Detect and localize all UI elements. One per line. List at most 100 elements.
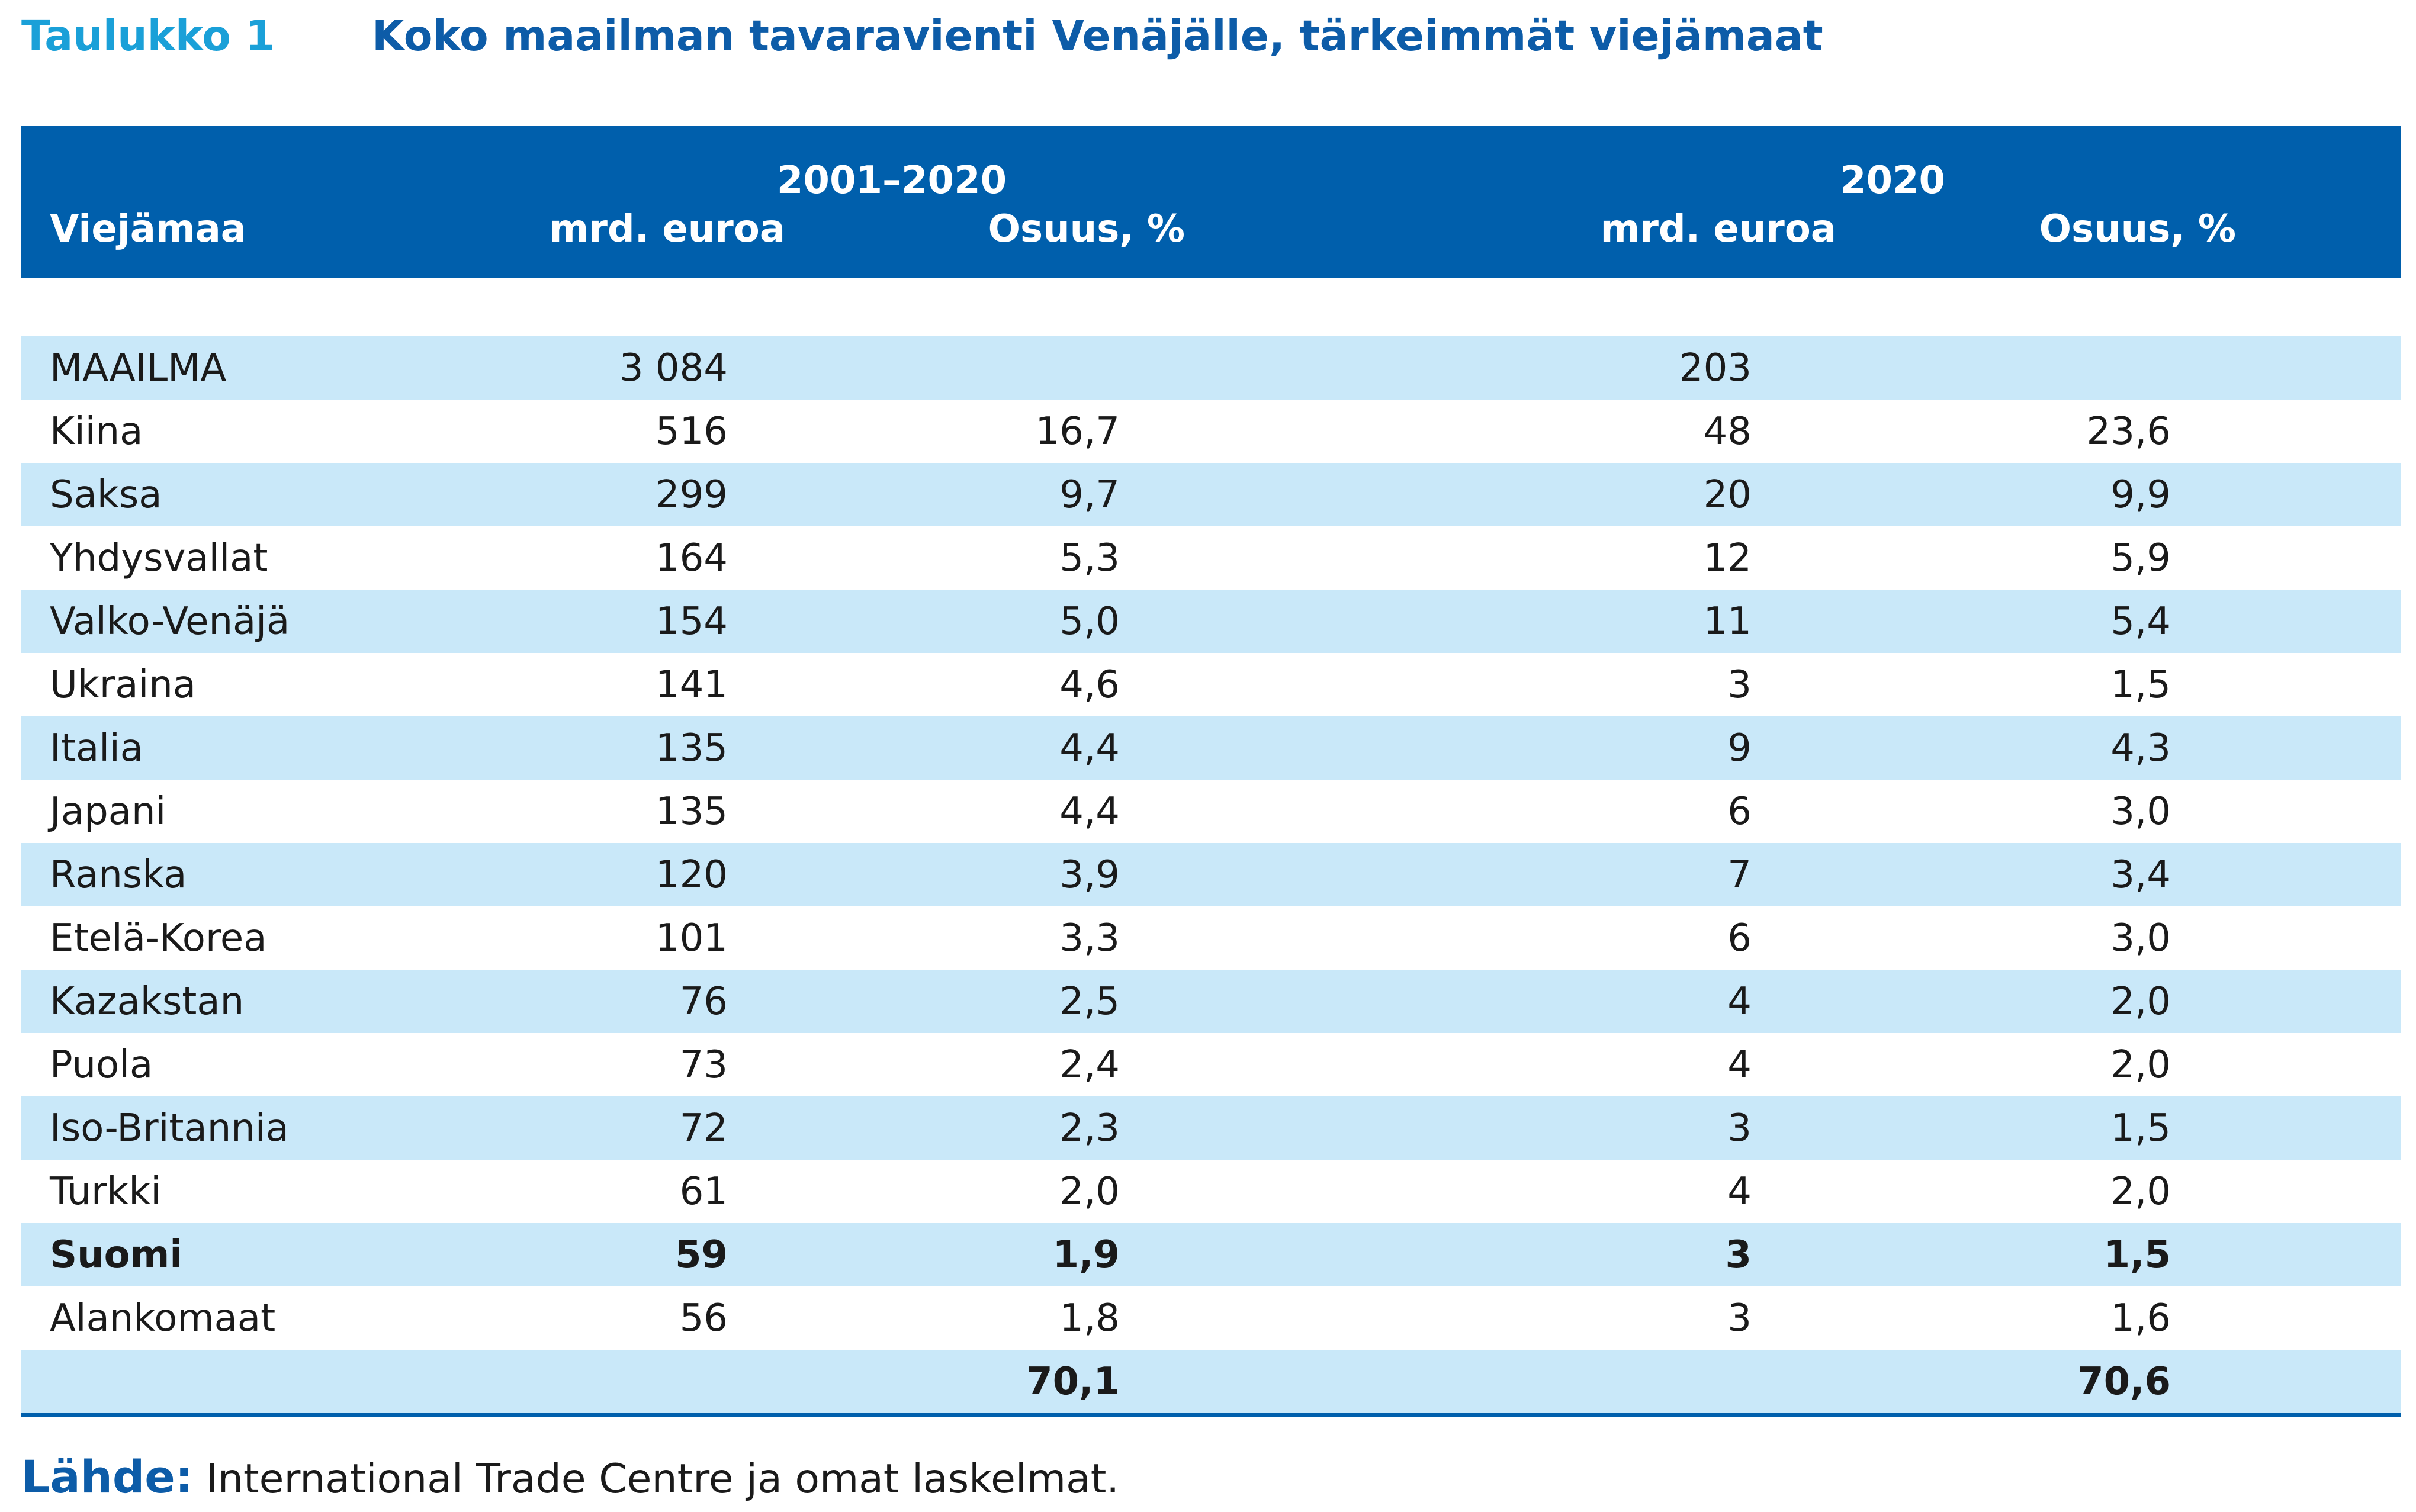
cell-value-2020: 48: [1703, 409, 1752, 453]
cell-share-2020: 2,0: [2110, 1169, 2171, 1214]
cell-share-2001-2020: 70,1: [1026, 1359, 1120, 1404]
table-row: Turkki 61 2,0 4 2,0: [21, 1160, 2401, 1223]
header-share-2020: Osuus, %: [2039, 207, 2236, 251]
cell-share-2020: 3,0: [2110, 789, 2171, 834]
cell-share-2001-2020: 4,6: [1059, 662, 1120, 707]
cell-value-2001-2020: 73: [679, 1043, 728, 1087]
cell-share-2001-2020: 1,8: [1059, 1296, 1120, 1340]
cell-share-2020: 4,3: [2110, 726, 2171, 770]
cell-value-2020: 7: [1727, 852, 1752, 897]
cell-value-2020: 3: [1727, 662, 1752, 707]
cell-value-2020: 6: [1727, 916, 1752, 960]
table-row: Italia 135 4,4 9 4,3: [21, 716, 2401, 780]
cell-share-2020: 3,4: [2110, 852, 2171, 897]
table-heading: Taulukko 1 Koko maailman tavaravienti Ve…: [21, 0, 1823, 71]
cell-value-2020: 3: [1727, 1106, 1752, 1150]
cell-country: MAAILMA: [50, 346, 227, 390]
cell-share-2001-2020: 5,0: [1059, 599, 1120, 644]
cell-country: Yhdysvallat: [50, 536, 268, 580]
header-country: Viejämaa: [50, 207, 246, 251]
table-title: Koko maailman tavaravienti Venäjälle, tä…: [372, 11, 1823, 60]
cell-country: Kazakstan: [50, 979, 245, 1024]
table-row: MAAILMA 3 084 203: [21, 336, 2401, 400]
cell-country: Suomi: [50, 1233, 183, 1277]
cell-country: Turkki: [50, 1169, 162, 1214]
table-bottom-rule: [21, 1413, 2401, 1417]
cell-share-2001-2020: 4,4: [1059, 726, 1120, 770]
header-period-2020: 2020: [1839, 159, 1946, 202]
cell-value-2020: 20: [1703, 472, 1752, 517]
table-row: Valko-Venäjä 154 5,0 11 5,4: [21, 590, 2401, 653]
cell-value-2001-2020: 164: [655, 536, 728, 580]
cell-share-2001-2020: 2,4: [1059, 1043, 1120, 1087]
cell-country: Valko-Venäjä: [50, 599, 290, 644]
table-body: MAAILMA 3 084 203 Kiina 516 16,7 48 23,6 Saksa 29…: [21, 336, 2401, 1413]
cell-share-2001-2020: 3,9: [1059, 852, 1120, 897]
cell-value-2001-2020: 3 084: [619, 346, 728, 390]
export-table: 2001–2020 2020 Viejämaa mrd. euroa Osuus…: [21, 126, 2401, 1417]
cell-value-2020: 12: [1703, 536, 1752, 580]
table-row: Puola 73 2,4 4 2,0: [21, 1033, 2401, 1096]
cell-share-2001-2020: 5,3: [1059, 536, 1120, 580]
cell-country: Etelä-Korea: [50, 916, 267, 960]
cell-value-2001-2020: 120: [655, 852, 728, 897]
table-label: Taulukko 1: [21, 11, 275, 60]
source-text: International Trade Centre ja omat laske…: [205, 1456, 1120, 1503]
cell-share-2020: 1,5: [2110, 662, 2171, 707]
cell-share-2020: 3,0: [2110, 916, 2171, 960]
cell-share-2001-2020: 2,3: [1059, 1106, 1120, 1150]
header-value-2001-2020: mrd. euroa: [549, 207, 785, 251]
cell-share-2001-2020: 9,7: [1059, 472, 1120, 517]
cell-value-2001-2020: 141: [655, 662, 728, 707]
cell-share-2020: 2,0: [2110, 979, 2171, 1024]
cell-value-2001-2020: 101: [655, 916, 728, 960]
cell-value-2001-2020: 516: [655, 409, 728, 453]
cell-value-2001-2020: 76: [679, 979, 728, 1024]
cell-value-2001-2020: 135: [655, 726, 728, 770]
table-row: Etelä-Korea 101 3,3 6 3,0: [21, 906, 2401, 970]
cell-country: Saksa: [50, 472, 162, 517]
cell-share-2020: 23,6: [2086, 409, 2171, 453]
table-row: Ukraina 141 4,6 3 1,5: [21, 653, 2401, 716]
cell-value-2001-2020: 72: [679, 1106, 728, 1150]
cell-value-2020: 203: [1679, 346, 1752, 390]
cell-value-2001-2020: 299: [655, 472, 728, 517]
cell-country: Kiina: [50, 409, 143, 453]
cell-share-2001-2020: 2,5: [1059, 979, 1120, 1024]
cell-value-2001-2020: 154: [655, 599, 728, 644]
cell-country: Puola: [50, 1043, 153, 1087]
cell-value-2020: 11: [1703, 599, 1752, 644]
cell-country: Japani: [50, 789, 166, 834]
cell-value-2020: 4: [1727, 979, 1752, 1024]
cell-country: Ukraina: [50, 662, 196, 707]
cell-share-2020: 2,0: [2110, 1043, 2171, 1087]
cell-value-2020: 4: [1727, 1043, 1752, 1087]
cell-value-2020: 9: [1727, 726, 1752, 770]
cell-value-2001-2020: 135: [655, 789, 728, 834]
cell-country: Ranska: [50, 852, 187, 897]
cell-country: Iso-Britannia: [50, 1106, 289, 1150]
table-row: Kazakstan 76 2,5 4 2,0: [21, 970, 2401, 1033]
cell-country: Italia: [50, 726, 143, 770]
table-row: Iso-Britannia 72 2,3 3 1,5: [21, 1096, 2401, 1160]
table-row: Saksa 299 9,7 20 9,9: [21, 463, 2401, 526]
cell-value-2020: 3: [1725, 1233, 1752, 1277]
table-row: Yhdysvallat 164 5,3 12 5,9: [21, 526, 2401, 590]
table-row: Japani 135 4,4 6 3,0: [21, 780, 2401, 843]
table-row: Ranska 120 3,9 7 3,4: [21, 843, 2401, 906]
cell-value-2020: 4: [1727, 1169, 1752, 1214]
cell-share-2020: 1,6: [2110, 1296, 2171, 1340]
source-note: Lähde: International Trade Centre ja oma…: [21, 1450, 1119, 1503]
cell-value-2020: 6: [1727, 789, 1752, 834]
cell-value-2001-2020: 59: [674, 1233, 728, 1277]
header-spacer: [21, 278, 2401, 336]
cell-country: Alankomaat: [50, 1296, 276, 1340]
table-row: Kiina 516 16,7 48 23,6: [21, 400, 2401, 463]
cell-share-2001-2020: 2,0: [1059, 1169, 1120, 1214]
header-share-2001-2020: Osuus, %: [988, 207, 1185, 251]
table-row: 70,1 70,6: [21, 1350, 2401, 1413]
cell-share-2020: 1,5: [2110, 1106, 2171, 1150]
source-label: Lähde:: [21, 1450, 194, 1503]
cell-value-2001-2020: 61: [679, 1169, 728, 1214]
cell-share-2001-2020: 16,7: [1035, 409, 1120, 453]
